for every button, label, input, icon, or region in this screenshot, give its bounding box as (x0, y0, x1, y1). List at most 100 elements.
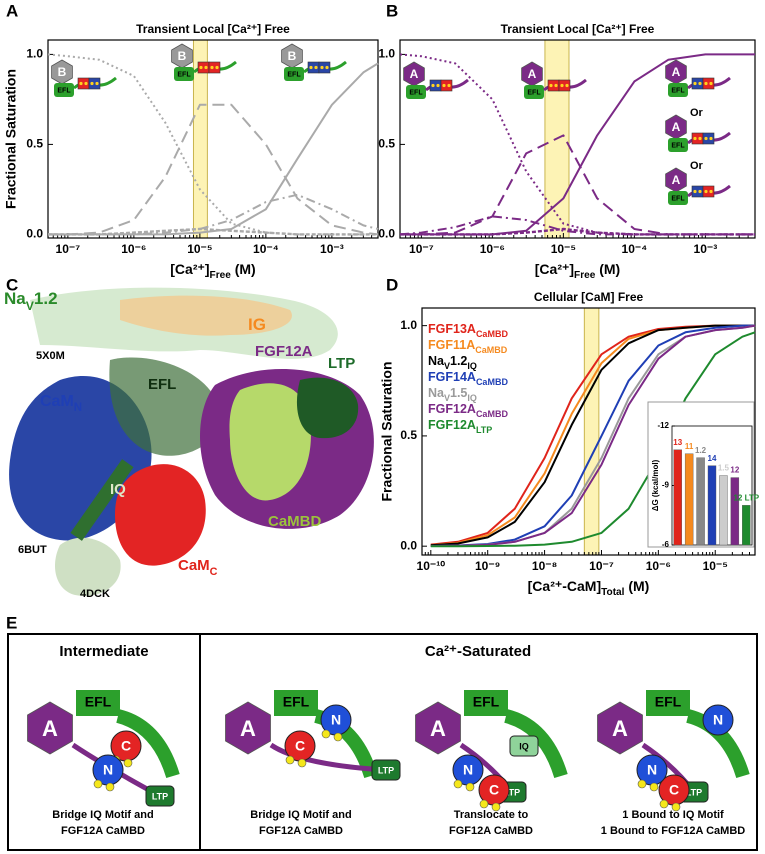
x-tick-label: 10⁻⁷ (56, 242, 81, 256)
highlight-band (583, 307, 600, 556)
hex-label: A (42, 716, 58, 741)
label-part: 6BUT (18, 544, 47, 556)
label-part: Free (210, 270, 232, 281)
label-part: EFL (148, 376, 176, 393)
efl-label: EFL (283, 694, 310, 710)
peptide-box (145, 785, 175, 807)
lobe-label: C (669, 782, 679, 798)
caption: Bridge IQ Motif and (52, 809, 153, 821)
icon-efl: EFL (671, 195, 685, 202)
series-line (400, 227, 755, 236)
y-tick-label: 0.5 (378, 137, 395, 151)
lobe-label: N (103, 762, 113, 778)
chart-title: Transient Local [Ca²⁺] Free (501, 22, 655, 36)
structure-label: FGF12A (255, 343, 313, 360)
series-line (48, 62, 379, 236)
label-part: V (444, 393, 450, 403)
caption: Bridge IQ Motif and (250, 809, 351, 821)
ion (704, 81, 708, 86)
label-part: V (444, 361, 450, 371)
icon-efl: EFL (671, 142, 685, 149)
plot-frame (399, 39, 756, 239)
x-tick-label: 10⁻⁸ (532, 559, 557, 573)
ion (693, 136, 697, 141)
structure-label: CaMBD (268, 513, 322, 530)
ion (447, 83, 451, 88)
label-part: FGF14A (428, 370, 476, 384)
domain-square (88, 77, 101, 90)
panel-label: B (386, 1, 398, 20)
label-part: 5X0M (36, 350, 65, 362)
label-part: N (74, 402, 82, 414)
efl-box (668, 191, 688, 205)
efl-label: EFL (473, 694, 500, 710)
ion (199, 65, 203, 70)
chart-title: Cellular [CaM] Free (534, 290, 644, 304)
bar-label: 14 (708, 454, 717, 463)
hex-label: A (240, 716, 256, 741)
structure-label: EFL (148, 376, 176, 393)
x-tick-label: 10⁻⁵ (551, 242, 576, 256)
ion (285, 755, 295, 765)
label-part: IQ (467, 361, 477, 371)
legend-entry: FGF12ACaMBD (428, 402, 508, 419)
bar-label: 1.5 (718, 464, 730, 473)
lobe-label: N (331, 712, 341, 728)
legend-entry: FGF13ACaMBD (428, 322, 508, 339)
ion (90, 81, 94, 86)
y-tick-label: 1.0 (26, 47, 43, 61)
domain-square (702, 132, 715, 145)
efl-box (668, 138, 688, 152)
lobe-label: N (713, 712, 723, 728)
efl-tail (116, 709, 180, 779)
ion (709, 81, 713, 86)
label-part: Na (4, 289, 26, 308)
efl-shape (274, 690, 318, 716)
series-line (399, 215, 755, 236)
label-part: LTP (328, 355, 355, 372)
label-part: IG (248, 315, 266, 334)
y-tick-label: 0.5 (26, 137, 43, 151)
efl-box (524, 85, 544, 99)
label-part: CaMBD (476, 329, 509, 339)
schematic-header: Intermediate (59, 643, 148, 660)
label-part: [Ca²⁺] (535, 261, 574, 277)
label-part: (M) (231, 261, 256, 277)
icon-efl: EFL (287, 71, 301, 78)
chart-title: Transient Local [Ca²⁺] Free (136, 22, 290, 36)
ion (709, 136, 713, 141)
efl-shape (76, 690, 120, 716)
label-part: IQ (110, 481, 126, 498)
ion (436, 83, 440, 88)
caption: FGF12A CaMBD (61, 825, 145, 837)
caption: 1 Bound to FGF12A CaMBD (601, 825, 745, 837)
label-part: CaM (178, 557, 210, 574)
icon-letter: A (672, 120, 681, 134)
ion (453, 779, 463, 789)
x-tick-label: 10⁻⁶ (121, 242, 146, 256)
y-tick-label: -6 (662, 540, 670, 549)
x-tick-label: 10⁻⁵ (703, 559, 728, 573)
ion (442, 83, 446, 88)
ion (210, 65, 214, 70)
x-tick-label: 10⁻³ (320, 242, 344, 256)
label-part: Na (428, 386, 445, 400)
label-part: FGF11A (428, 338, 475, 352)
series-line (48, 193, 379, 236)
box-label: IQ (519, 741, 529, 751)
schematic-frame (7, 633, 758, 851)
panel-label: C (6, 275, 18, 294)
label-part: C (210, 566, 218, 578)
ion (709, 189, 713, 194)
lobe-label: C (121, 738, 131, 754)
box-label: LTP (152, 791, 168, 801)
hexagon (597, 701, 643, 755)
box-label: LTP (686, 787, 702, 797)
label-part: CaMBD (476, 377, 509, 387)
label-part: CaM (40, 393, 74, 410)
icon-letter: A (410, 67, 419, 81)
y-tick-label: 0.0 (400, 538, 417, 552)
series-line (430, 324, 755, 547)
caption: Translocate to (454, 809, 529, 821)
series-line (47, 53, 378, 236)
